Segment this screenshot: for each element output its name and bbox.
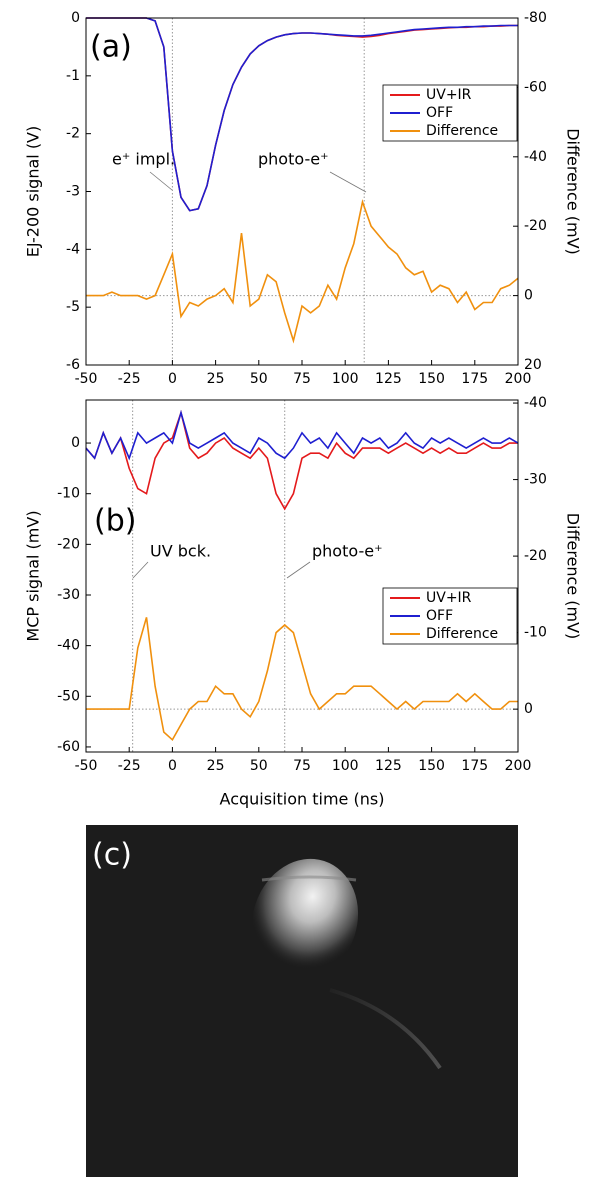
x-tick-label: -50 (75, 371, 98, 387)
x-tick-label: 150 (418, 371, 445, 387)
x-tick-label: 50 (250, 371, 268, 387)
x-tick-label: 175 (461, 371, 488, 387)
y2-tick-label: 20 (524, 357, 542, 373)
annotation: (b) (94, 504, 136, 539)
y-tick-label: -40 (57, 638, 80, 654)
x-tick-label: 25 (207, 371, 225, 387)
y-tick-label: -3 (66, 184, 80, 200)
leader-line (149, 171, 173, 191)
y-tick-label: -4 (66, 241, 80, 257)
x-tick-label: -50 (75, 758, 98, 774)
y-tick-label: -60 (57, 739, 80, 755)
series-line (86, 17, 518, 212)
y-tick-label: -1 (66, 68, 80, 84)
y-axis-title: EJ-200 signal (V) (24, 126, 43, 258)
plot-frame (85, 399, 519, 753)
y-tick-label: -20 (57, 536, 80, 552)
x-tick-label: 150 (418, 758, 445, 774)
x-tick-label: 200 (505, 758, 532, 774)
x-tick-label: 50 (250, 758, 268, 774)
series-line (86, 617, 518, 742)
series-line (85, 409, 519, 461)
series-line (85, 409, 518, 511)
legend-label: UV+IR (426, 590, 472, 606)
y2-tick-label: -40 (524, 395, 547, 411)
leader-line (132, 561, 149, 579)
series-line (86, 198, 519, 344)
y2-axis-title: Difference (mV) (564, 513, 583, 640)
x-tick-label: 0 (168, 758, 177, 774)
faint-arc (329, 988, 442, 1070)
y-tick-label: 0 (71, 10, 80, 26)
leader-line (329, 171, 367, 193)
y2-tick-label: 0 (524, 701, 533, 717)
annotation: (a) (90, 30, 132, 65)
legend-label: OFF (426, 608, 453, 624)
y2-tick-label: -60 (524, 79, 547, 95)
y2-tick-label: -10 (524, 625, 547, 641)
y2-tick-label: -20 (524, 548, 547, 564)
x-tick-label: 200 (505, 371, 532, 387)
x-tick-label: 100 (332, 758, 359, 774)
legend-label: UV+IR (426, 87, 472, 103)
panel-c-image: (c) (86, 825, 518, 1177)
photo-positron-spot (251, 858, 359, 982)
annotation: photo-e⁺ (258, 150, 329, 169)
y-tick-label: 0 (71, 435, 80, 451)
y2-tick-label: 0 (524, 288, 533, 304)
x-tick-label: 75 (293, 758, 311, 774)
legend-label: Difference (426, 123, 498, 139)
x-tick-label: 125 (375, 371, 402, 387)
x-tick-label: 100 (332, 371, 359, 387)
y2-tick-label: -80 (524, 10, 547, 26)
y2-axis-title: Difference (mV) (564, 128, 583, 255)
y-tick-label: -5 (66, 299, 80, 315)
legend-label: Difference (426, 626, 498, 642)
y2-tick-label: -30 (524, 472, 547, 488)
y-tick-label: -50 (57, 688, 80, 704)
legend-label: OFF (426, 105, 453, 121)
leader-line (286, 561, 311, 579)
annotation: e⁺ impl. (112, 150, 175, 169)
chart: -50 -25 0 25 50 75 100 125 150 175 200-6-5-4-3-2-1… (24, 10, 583, 387)
x-tick-label: 75 (293, 371, 311, 387)
spot-edge (261, 875, 357, 882)
chart: -50 -25 0 25 50 75 100 125 150 175 200 -60 -50 -40 -30… (24, 395, 583, 808)
y-tick-label: -10 (57, 486, 80, 502)
y-tick-label: -2 (66, 126, 80, 142)
x-axis-title: Acquisition time (ns) (220, 790, 385, 809)
y-tick-label: -30 (57, 587, 80, 603)
x-tick-label: 0 (168, 371, 177, 387)
annotation: UV bck. (150, 542, 211, 561)
y2-tick-label: -40 (524, 149, 547, 165)
x-tick-label: 25 (207, 758, 225, 774)
y-tick-label: -6 (66, 357, 80, 373)
x-tick-label: 175 (461, 758, 488, 774)
annotation: photo-e⁺ (312, 542, 383, 561)
x-tick-label: 125 (375, 758, 402, 774)
y2-tick-label: -20 (524, 218, 547, 234)
x-tick-label: -25 (118, 758, 141, 774)
y-axis-title: MCP signal (mV) (24, 510, 43, 641)
x-tick-label: -25 (118, 371, 141, 387)
plot-frame (85, 17, 519, 366)
panel-label: (c) (92, 838, 132, 873)
